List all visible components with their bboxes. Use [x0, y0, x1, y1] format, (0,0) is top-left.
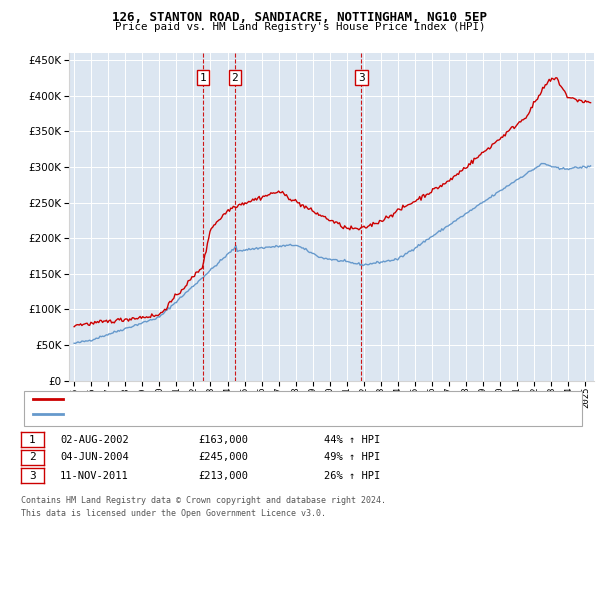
Text: £245,000: £245,000 [198, 453, 248, 462]
Text: £163,000: £163,000 [198, 435, 248, 444]
Text: 2: 2 [232, 73, 238, 83]
Text: 3: 3 [358, 73, 365, 83]
Text: Contains HM Land Registry data © Crown copyright and database right 2024.: Contains HM Land Registry data © Crown c… [21, 496, 386, 504]
Text: 1: 1 [200, 73, 206, 83]
Text: 26% ↑ HPI: 26% ↑ HPI [324, 471, 380, 480]
Text: Price paid vs. HM Land Registry's House Price Index (HPI): Price paid vs. HM Land Registry's House … [115, 22, 485, 32]
Text: £213,000: £213,000 [198, 471, 248, 480]
Text: 44% ↑ HPI: 44% ↑ HPI [324, 435, 380, 444]
Text: 49% ↑ HPI: 49% ↑ HPI [324, 453, 380, 462]
Text: 1: 1 [29, 435, 36, 444]
Text: 2: 2 [29, 453, 36, 462]
Text: HPI: Average price, detached house, Erewash: HPI: Average price, detached house, Erew… [69, 409, 322, 419]
Text: This data is licensed under the Open Government Licence v3.0.: This data is licensed under the Open Gov… [21, 509, 326, 517]
Text: 11-NOV-2011: 11-NOV-2011 [60, 471, 129, 480]
Text: 02-AUG-2002: 02-AUG-2002 [60, 435, 129, 444]
Text: 04-JUN-2004: 04-JUN-2004 [60, 453, 129, 462]
Text: 126, STANTON ROAD, SANDIACRE, NOTTINGHAM, NG10 5EP (detached house): 126, STANTON ROAD, SANDIACRE, NOTTINGHAM… [69, 395, 463, 404]
Text: 3: 3 [29, 471, 36, 480]
Text: 126, STANTON ROAD, SANDIACRE, NOTTINGHAM, NG10 5EP: 126, STANTON ROAD, SANDIACRE, NOTTINGHAM… [113, 11, 487, 24]
